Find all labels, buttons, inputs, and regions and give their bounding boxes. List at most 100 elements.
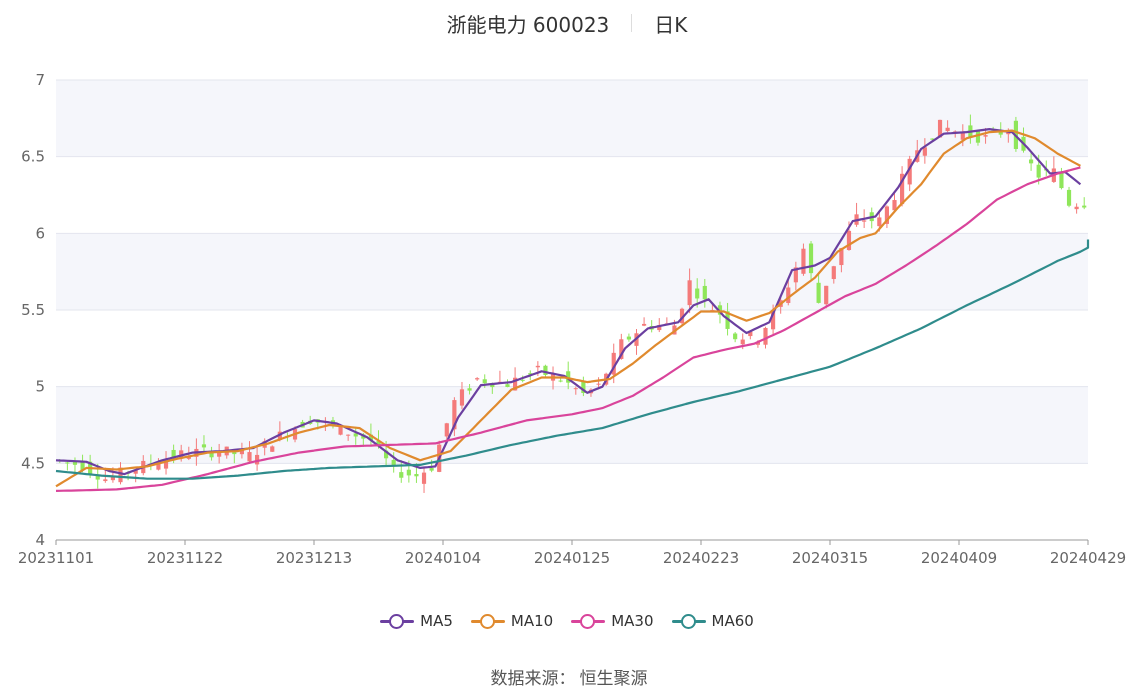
candle-body: [816, 282, 821, 303]
candle-body: [596, 383, 601, 385]
candle-body: [801, 248, 806, 274]
candle-body: [1074, 206, 1079, 210]
candle-body: [558, 380, 563, 382]
candle-body: [459, 389, 465, 406]
legend-label-ma30: MA30: [611, 612, 654, 630]
candle-body: [808, 243, 814, 274]
legend-label-ma60: MA60: [711, 612, 754, 630]
candle-body: [475, 378, 480, 380]
y-tick-label: 5: [35, 378, 45, 396]
candle-body: [740, 339, 745, 345]
candle-body: [277, 431, 282, 441]
candle-body: [72, 460, 78, 465]
candle-body: [566, 371, 571, 383]
candle-body: [907, 158, 912, 185]
legend: MA5 MA10 MA30 MA60: [0, 612, 1134, 630]
chart-title: 浙能电力 600023: [446, 12, 610, 37]
candle-body: [414, 474, 419, 477]
legend-swatch-ma10: [470, 614, 505, 629]
candle-body: [892, 200, 897, 211]
source-value: 恒生聚源: [579, 669, 648, 689]
candle-body: [755, 341, 760, 345]
candle-body: [156, 463, 161, 470]
candle-body: [65, 462, 70, 464]
source-label: 数据来源：: [490, 669, 576, 689]
period-selector[interactable]: 日K: [654, 12, 688, 37]
candle-body: [695, 288, 700, 299]
candle-body: [573, 388, 578, 390]
ma-line-ma10: [55, 129, 1081, 488]
data-source: 数据来源： 恒生聚源: [0, 664, 1134, 689]
candle-body: [1036, 164, 1041, 178]
legend-swatch-ma30: [571, 614, 606, 629]
candle-body: [528, 373, 533, 375]
x-tick-label: 20240125: [534, 549, 610, 567]
candle-body: [786, 287, 791, 303]
candle-body: [490, 383, 495, 388]
y-tick-label: 4.5: [21, 454, 45, 472]
candle-body: [960, 132, 965, 140]
candle-body: [1066, 189, 1072, 206]
candle-body: [611, 352, 616, 375]
candle-body: [937, 119, 943, 138]
candle-body: [255, 454, 260, 465]
candle-body: [406, 469, 411, 476]
candle-body: [163, 459, 169, 469]
x-tick-label: 20240315: [792, 549, 868, 567]
candle-body: [793, 267, 798, 283]
candle-body: [831, 266, 836, 280]
legend-item-ma10[interactable]: MA10: [470, 612, 553, 630]
candle-body: [376, 441, 381, 445]
candle-body: [217, 452, 222, 457]
candle-body: [513, 377, 518, 391]
candle-body: [1082, 205, 1087, 208]
candle-body: [346, 434, 351, 436]
candle-body: [824, 285, 829, 305]
x-tick-label: 20240429: [1050, 549, 1126, 567]
candle-body: [543, 365, 548, 375]
candle-body: [642, 323, 647, 326]
candle-body: [733, 333, 738, 340]
candle-body: [581, 380, 586, 393]
candle-body: [983, 135, 988, 137]
candle-body: [679, 308, 685, 324]
candle-body: [452, 400, 457, 430]
legend-item-ma5[interactable]: MA5: [380, 612, 453, 630]
y-tick-label: 5.5: [21, 301, 45, 319]
y-tick-label: 6: [35, 224, 45, 242]
candle-body: [421, 472, 427, 484]
candle-body: [1059, 172, 1064, 189]
candle-body: [239, 449, 244, 455]
candle-body: [884, 206, 889, 224]
x-tick-label: 20240223: [663, 549, 739, 567]
candle-body: [619, 339, 624, 359]
y-tick-label: 6.5: [21, 148, 45, 166]
candle-body: [975, 131, 981, 143]
candle-body: [626, 336, 631, 340]
legend-item-ma30[interactable]: MA30: [571, 612, 654, 630]
legend-item-ma60[interactable]: MA60: [671, 612, 754, 630]
candle-body: [1029, 159, 1034, 164]
candle-body: [702, 285, 707, 300]
candle-body: [839, 248, 844, 266]
candle-body: [687, 280, 692, 306]
candle-body: [171, 449, 176, 459]
candle-body: [209, 450, 214, 458]
candle-body: [505, 384, 510, 387]
plot-band: [56, 80, 1088, 157]
candle-body: [391, 459, 396, 465]
y-tick-label: 4: [35, 531, 45, 549]
legend-swatch-ma60: [671, 614, 706, 629]
chart-header: 浙能电力 600023 日K: [0, 8, 1134, 38]
candle-body: [657, 325, 662, 331]
x-tick-label: 20231213: [276, 549, 352, 567]
legend-label-ma5: MA5: [420, 612, 453, 630]
x-tick-label: 20240104: [405, 549, 481, 567]
ma-line-ma30: [55, 166, 1081, 492]
candle-body: [110, 475, 115, 481]
candle-body: [763, 327, 768, 345]
candle-body: [877, 217, 882, 227]
plot-band: [56, 233, 1088, 310]
candle-body: [353, 433, 358, 437]
